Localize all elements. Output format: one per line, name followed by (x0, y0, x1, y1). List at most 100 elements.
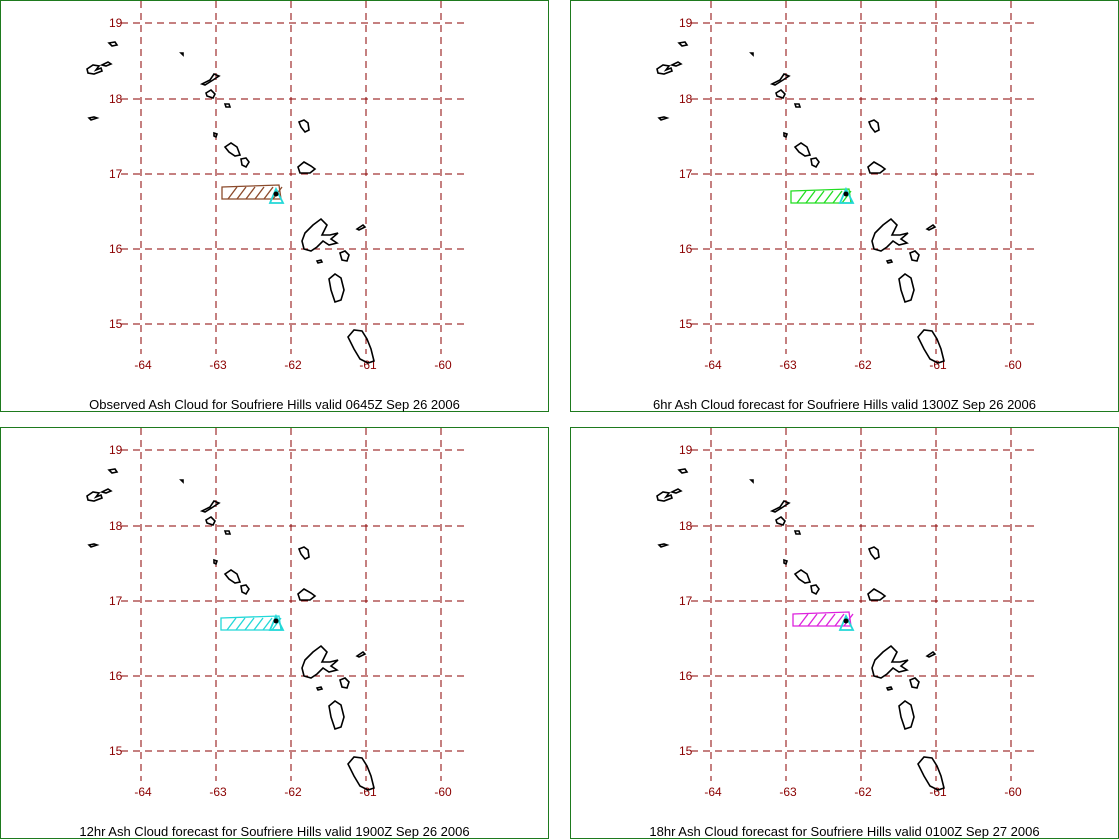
ash-cloud-hatch (253, 617, 264, 631)
island-outline (775, 515, 786, 526)
ash-cloud-hatch (263, 186, 274, 200)
triangle-icon (838, 613, 855, 631)
ash-cloud-hatch (825, 613, 836, 627)
island-outline (793, 569, 820, 596)
island-outline (301, 644, 367, 679)
latitude-label: 18 (109, 92, 123, 106)
volcano-dot (273, 191, 279, 197)
panel-6hr: 19 18 17 16 15 -64 -63 -62 -61 -60 6hr Ash Cloud … (570, 0, 1119, 412)
ash-cloud (790, 188, 852, 204)
longitude-label: -60 (434, 358, 452, 372)
caption-observed: Observed Ash Cloud for Soufriere Hills v… (89, 397, 460, 412)
island-outline (871, 644, 937, 679)
island-outline (205, 88, 216, 99)
volcano-dot (843, 191, 849, 197)
island-outline (87, 543, 100, 548)
ash-cloud (220, 615, 282, 631)
island-outline (783, 558, 789, 566)
island-outline (223, 530, 232, 535)
island-outline (86, 61, 113, 75)
volcano-dot (843, 618, 849, 624)
island-outline (107, 468, 119, 474)
island-outline (315, 259, 324, 264)
island-outline (783, 131, 789, 139)
island-outline (223, 103, 232, 108)
longitude-label: -62 (854, 785, 872, 799)
island-outline (909, 250, 920, 262)
island-outline (885, 686, 894, 691)
longitude-label: -62 (854, 358, 872, 372)
island-outline (769, 73, 791, 86)
island-outline (677, 41, 689, 47)
triangle-icon (268, 613, 285, 631)
island-outline (297, 588, 317, 601)
island-outline (917, 756, 945, 791)
ash-cloud-hatch (798, 613, 809, 627)
longitude-label: -63 (779, 358, 797, 372)
island-outline (909, 677, 920, 689)
island-outline (793, 103, 802, 108)
latitude-label: 17 (109, 594, 123, 608)
latitude-label: 15 (679, 317, 693, 331)
longitude-label: -64 (704, 358, 722, 372)
longitude-label: -64 (704, 785, 722, 799)
coastline-group (86, 41, 375, 364)
panel-observed: 19 18 17 16 15 -64 -63 -62 -61 -60 Observed Ash C… (0, 0, 549, 412)
island-outline (657, 116, 670, 121)
island-outline (107, 41, 119, 47)
triangle-icon (838, 186, 855, 204)
island-outline (213, 131, 219, 139)
longitude-label: -63 (779, 785, 797, 799)
longitude-label: -60 (1004, 785, 1022, 799)
island-outline (793, 530, 802, 535)
longitude-label: -60 (434, 785, 452, 799)
latitude-label: 16 (679, 242, 693, 256)
longitude-label: -60 (1004, 358, 1022, 372)
island-outline (769, 500, 791, 513)
ash-cloud-hatch (841, 190, 852, 204)
island-outline (677, 468, 689, 474)
island-outline (223, 142, 250, 169)
island-outline (297, 161, 317, 174)
ash-cloud-hatch (805, 190, 816, 204)
ash-cloud-hatch (226, 617, 237, 631)
latitude-label: 16 (109, 669, 123, 683)
island-outline (328, 700, 345, 731)
ash-cloud-hatch (796, 190, 807, 204)
island-outline (339, 677, 350, 689)
ash-cloud-hatch (814, 190, 825, 204)
ash-cloud-hatch (245, 186, 256, 200)
island-outline (749, 479, 754, 484)
latitude-label: 17 (679, 594, 693, 608)
latitude-label: 18 (679, 92, 693, 106)
latitude-label: 19 (679, 16, 693, 30)
latitude-label: 17 (109, 167, 123, 181)
island-outline (179, 52, 184, 57)
island-outline (199, 500, 221, 513)
latitude-label: 18 (679, 519, 693, 533)
ash-cloud-hatch (236, 186, 247, 200)
latitude-label: 19 (109, 443, 123, 457)
island-outline (223, 569, 250, 596)
latitude-label: 18 (109, 519, 123, 533)
island-outline (328, 273, 345, 304)
panel-12hr: 19 18 17 16 15 -64 -63 -62 -61 -60 12hr Ash Cloud… (0, 427, 549, 839)
island-outline (297, 546, 310, 561)
ash-cloud-hatch (254, 186, 265, 200)
island-outline (179, 479, 184, 484)
island-outline (301, 217, 367, 252)
island-outline (867, 546, 880, 561)
island-outline (86, 488, 113, 502)
coastline-group (656, 41, 945, 364)
island-outline (347, 756, 375, 791)
island-outline (871, 217, 937, 252)
island-outline (775, 88, 786, 99)
ash-cloud-hatch (807, 613, 818, 627)
latitude-label: 19 (679, 443, 693, 457)
longitude-label: -62 (284, 358, 302, 372)
ash-cloud-hatch (244, 617, 255, 631)
island-outline (656, 61, 683, 75)
latitude-label: 15 (109, 317, 123, 331)
